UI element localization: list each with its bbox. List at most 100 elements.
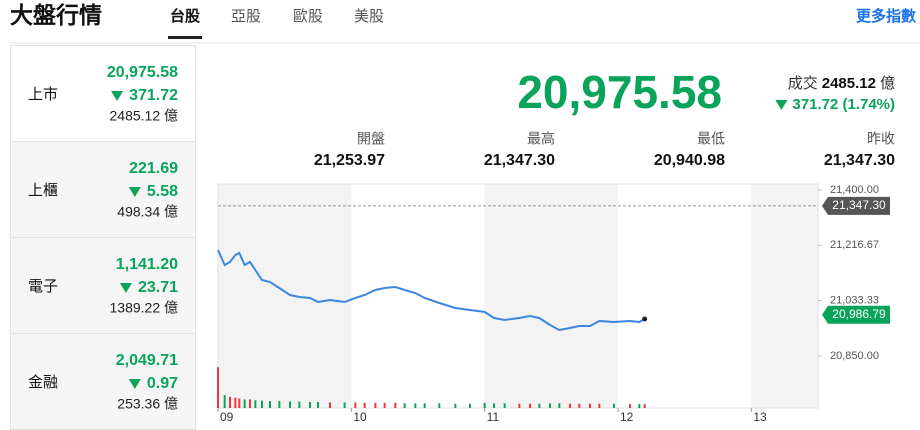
volume-bar [538, 403, 541, 408]
page-title: 大盤行情 [10, 2, 102, 28]
down-arrow [128, 379, 141, 389]
index-volume: 253.36 億 [117, 396, 178, 412]
volume-bar [638, 404, 641, 408]
volume-bar [469, 403, 471, 408]
last-price-label: 20,986.79 [832, 307, 886, 321]
stat-label: 開盤 [357, 131, 385, 147]
index-volume: 1389.22 億 [110, 300, 179, 316]
y-tick-label: 21,400.00 [830, 184, 879, 196]
x-tick-label: 09 [220, 410, 234, 424]
sidebar-item[interactable] [10, 237, 196, 334]
x-tick-label: 12 [620, 410, 634, 424]
index-change: 0.97 [147, 375, 178, 392]
stat-label: 最高 [527, 131, 555, 147]
stat-value: 21,253.97 [314, 152, 385, 169]
x-tick-label: 13 [753, 410, 767, 424]
sidebar-item[interactable] [10, 333, 196, 430]
volume-bar [629, 404, 631, 408]
session-band [218, 184, 352, 408]
index-name: 電子 [28, 278, 58, 295]
volume-bar [598, 403, 601, 408]
index-value: 2,049.71 [116, 352, 178, 369]
tab[interactable]: 台股 [170, 7, 201, 25]
index-value: 1,141.20 [116, 256, 178, 273]
volume-bar [403, 403, 406, 408]
plot-frame [217, 183, 819, 409]
last-point [642, 316, 648, 322]
volume-bar [549, 403, 551, 408]
volume-bar [394, 402, 397, 408]
volume-bar [317, 401, 319, 408]
volume-bar [229, 396, 231, 408]
reference-label: 21,347.30 [832, 198, 886, 212]
stat-label: 昨收 [867, 131, 895, 147]
down-arrow [128, 187, 141, 197]
volume-bar [589, 403, 591, 408]
y-tick-label: 21,033.33 [830, 295, 879, 307]
last-price-box [822, 305, 890, 324]
volume-bar [243, 399, 246, 408]
volume-bar [483, 402, 486, 408]
x-tick-label: 11 [487, 410, 500, 424]
index-name: 金融 [28, 374, 58, 391]
volume-bar [234, 397, 237, 408]
y-tick-label: 21,216.67 [830, 239, 879, 251]
volume-bar [438, 403, 441, 408]
volume-bar [518, 403, 521, 408]
tab[interactable]: 亞股 [231, 8, 261, 25]
volume-value: 2485.12 [822, 75, 876, 92]
reference-box [822, 196, 890, 215]
volume-bar [309, 401, 311, 408]
y-tick-label: 20,850.00 [830, 350, 879, 362]
volume-bar [261, 400, 263, 408]
volume-bar [569, 403, 571, 408]
index-name: 上櫃 [28, 182, 58, 199]
volume-bar [354, 402, 357, 408]
volume-bar [578, 403, 581, 408]
volume-bar [643, 404, 646, 408]
volume-bar [298, 401, 301, 408]
index-volume: 2485.12 億 [110, 108, 179, 124]
volume-bar [363, 402, 366, 408]
volume-bar [558, 403, 561, 408]
more-link[interactable]: 更多指數 [856, 7, 916, 25]
tab[interactable]: 美股 [354, 8, 384, 25]
volume-bar [613, 403, 615, 408]
volume-bar [343, 402, 346, 408]
stat-value: 20,940.98 [654, 152, 725, 169]
sidebar-item[interactable] [10, 141, 196, 238]
tab[interactable]: 歐股 [293, 8, 323, 25]
index-volume: 498.34 億 [117, 204, 178, 220]
volume-bar [383, 402, 386, 408]
stat-label: 最低 [697, 131, 725, 147]
index-change: 23.71 [138, 279, 178, 296]
index-change: 5.58 [147, 183, 178, 200]
volume-bar [503, 403, 506, 408]
stat-value: 21,347.30 [484, 152, 555, 169]
stat-value: 21,347.30 [824, 152, 895, 169]
session-band [751, 184, 818, 408]
volume-bar [374, 402, 377, 408]
volume-bar [254, 400, 257, 408]
volume-bar [278, 401, 281, 408]
volume-bar [329, 402, 331, 408]
volume-bar [238, 398, 241, 408]
down-arrow [119, 283, 132, 293]
volume-unit: 億 [880, 75, 895, 92]
quote-price: 20,975.58 [517, 66, 722, 118]
index-name: 上市 [28, 86, 58, 103]
volume-bar [493, 403, 495, 408]
index-change: 371.72 [129, 87, 178, 104]
volume-bar [217, 367, 219, 408]
volume-bar [249, 399, 251, 408]
tab-underline [168, 36, 202, 39]
volume-bar [269, 401, 271, 408]
volume-bar [529, 403, 531, 408]
volume-bar [223, 395, 226, 408]
x-tick-label: 10 [353, 410, 367, 424]
down-arrow [111, 91, 124, 101]
quote-change: 371.72 (1.74%) [792, 96, 895, 113]
volume-bar [454, 403, 457, 408]
index-value: 221.69 [129, 160, 178, 177]
